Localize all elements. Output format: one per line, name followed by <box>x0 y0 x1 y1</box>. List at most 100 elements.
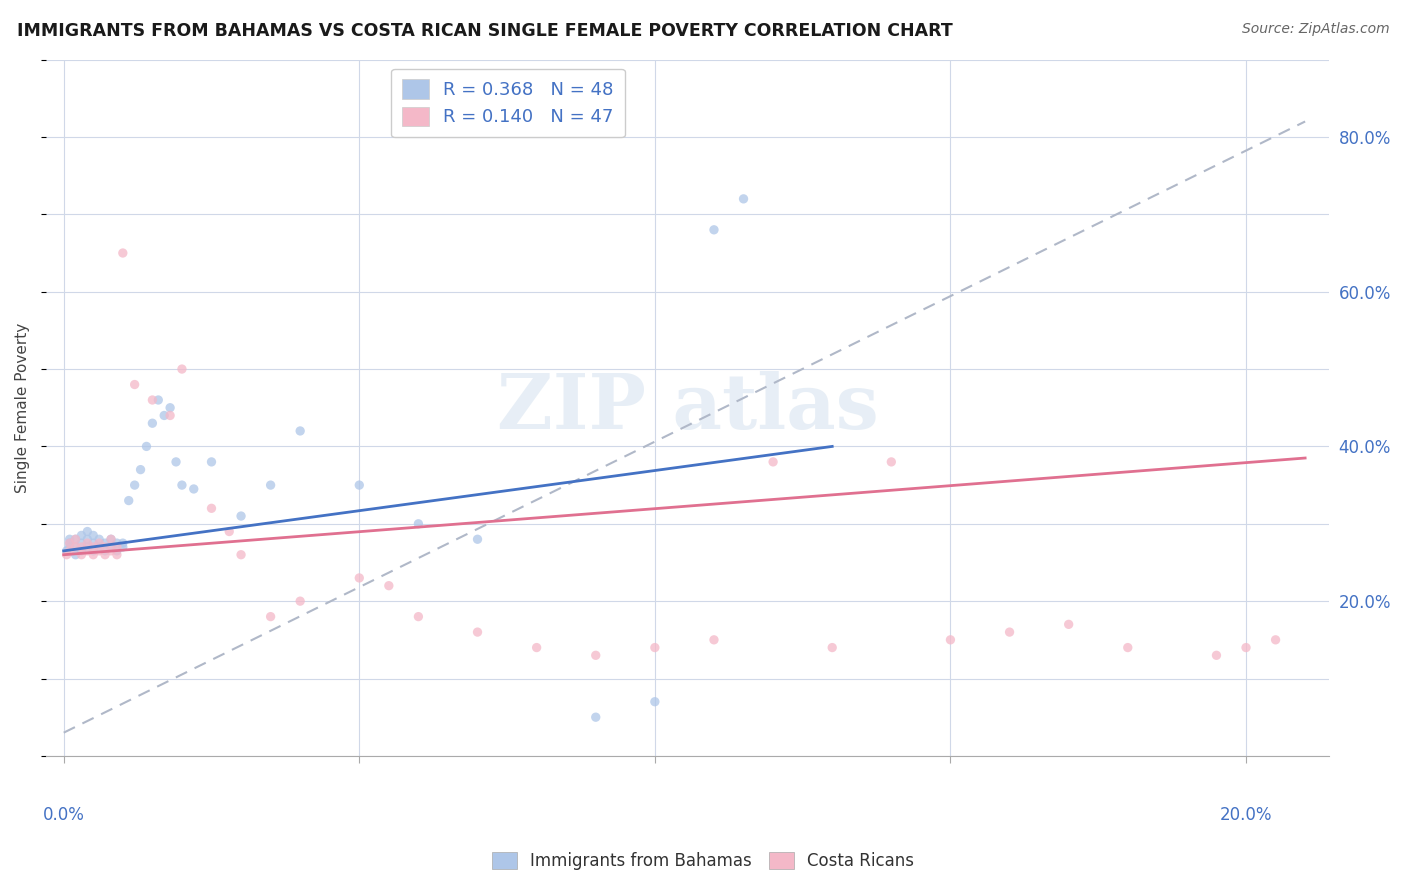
Point <box>200 501 222 516</box>
Point <box>70 528 93 542</box>
Point <box>89 536 111 550</box>
Point <box>76 544 98 558</box>
Point <box>585 710 607 724</box>
Point <box>129 462 152 476</box>
Legend: Immigrants from Bahamas, Costa Ricans: Immigrants from Bahamas, Costa Ricans <box>485 845 921 877</box>
Point <box>762 455 785 469</box>
Point <box>59 536 82 550</box>
Point <box>703 223 725 237</box>
Point <box>229 548 252 562</box>
Point <box>105 536 128 550</box>
Point <box>111 536 134 550</box>
Point <box>644 640 666 655</box>
Point <box>165 455 187 469</box>
Point <box>70 548 93 562</box>
Point <box>259 609 281 624</box>
Point <box>65 533 87 547</box>
Point <box>229 509 252 524</box>
Text: IMMIGRANTS FROM BAHAMAS VS COSTA RICAN SINGLE FEMALE POVERTY CORRELATION CHART: IMMIGRANTS FROM BAHAMAS VS COSTA RICAN S… <box>17 22 953 40</box>
Text: 0.0%: 0.0% <box>42 806 84 824</box>
Point <box>89 540 111 554</box>
Point <box>94 540 117 554</box>
Point <box>59 544 82 558</box>
Point <box>135 439 157 453</box>
Point <box>111 246 134 260</box>
Point <box>170 362 193 376</box>
Text: 20.0%: 20.0% <box>1220 806 1272 824</box>
Point <box>76 524 98 539</box>
Point <box>94 536 117 550</box>
Point <box>70 536 93 550</box>
Point <box>82 536 104 550</box>
Point <box>100 533 122 547</box>
Point <box>82 544 104 558</box>
Point <box>288 594 311 608</box>
Point <box>82 548 104 562</box>
Point <box>148 392 170 407</box>
Point <box>100 544 122 558</box>
Y-axis label: Single Female Poverty: Single Female Poverty <box>15 323 30 493</box>
Point <box>159 409 181 423</box>
Point <box>585 648 607 663</box>
Point <box>89 544 111 558</box>
Point <box>65 540 87 554</box>
Point <box>94 548 117 562</box>
Point <box>349 478 371 492</box>
Point <box>141 416 163 430</box>
Point <box>170 478 193 492</box>
Point <box>467 625 489 640</box>
Point <box>94 544 117 558</box>
Point <box>118 493 141 508</box>
Point <box>703 632 725 647</box>
Point <box>124 377 146 392</box>
Point <box>59 540 82 554</box>
Point <box>998 625 1021 640</box>
Point <box>105 540 128 554</box>
Point <box>183 482 205 496</box>
Point <box>59 533 82 547</box>
Point <box>821 640 844 655</box>
Point <box>105 548 128 562</box>
Point <box>1057 617 1080 632</box>
Point <box>76 540 98 554</box>
Point <box>105 544 128 558</box>
Point <box>65 548 87 562</box>
Point <box>111 540 134 554</box>
Point <box>408 516 430 531</box>
Point <box>141 392 163 407</box>
Point <box>55 548 77 562</box>
Point <box>82 528 104 542</box>
Point <box>82 540 104 554</box>
Point <box>733 192 755 206</box>
Point <box>644 695 666 709</box>
Point <box>153 409 176 423</box>
Text: ZIP atlas: ZIP atlas <box>496 371 879 445</box>
Point <box>526 640 548 655</box>
Point <box>408 609 430 624</box>
Point <box>89 533 111 547</box>
Point <box>55 544 77 558</box>
Point <box>100 540 122 554</box>
Point <box>1205 648 1227 663</box>
Point <box>288 424 311 438</box>
Text: Source: ZipAtlas.com: Source: ZipAtlas.com <box>1241 22 1389 37</box>
Legend: R = 0.368   N = 48, R = 0.140   N = 47: R = 0.368 N = 48, R = 0.140 N = 47 <box>391 69 624 137</box>
Point <box>378 579 401 593</box>
Point <box>1116 640 1139 655</box>
Point <box>467 533 489 547</box>
Point <box>880 455 903 469</box>
Point <box>1234 640 1257 655</box>
Point <box>76 536 98 550</box>
Point <box>70 540 93 554</box>
Point <box>65 533 87 547</box>
Point <box>218 524 240 539</box>
Point <box>124 478 146 492</box>
Point <box>939 632 962 647</box>
Point <box>100 533 122 547</box>
Point <box>59 536 82 550</box>
Point <box>259 478 281 492</box>
Point <box>349 571 371 585</box>
Point <box>1264 632 1286 647</box>
Point <box>159 401 181 415</box>
Point <box>70 544 93 558</box>
